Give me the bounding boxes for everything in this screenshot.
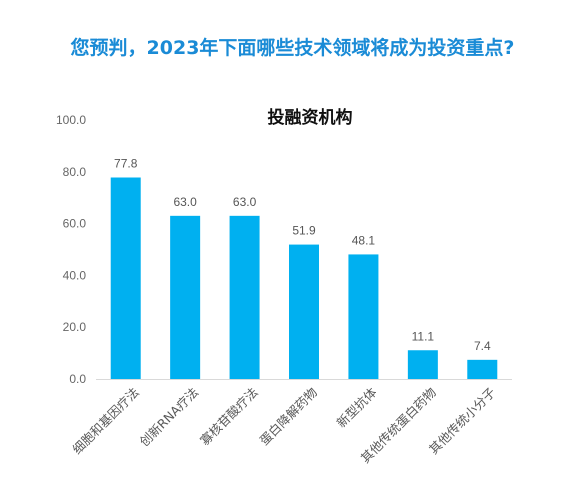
- x-tick-label: 蛋白降解药物: [256, 385, 320, 449]
- page-title: 您预判，2023年下面哪些技术领域将成为投资重点?: [70, 37, 515, 59]
- bars: 77.8 63.0 63.0 51.9 48.1 11.1 7.4: [110, 156, 498, 379]
- data-label: 11.1: [412, 329, 435, 343]
- data-label: 48.1: [352, 233, 376, 247]
- y-tick-label: 60.0: [63, 217, 87, 231]
- x-tick-label: 寡核苷酸疗法: [197, 385, 261, 449]
- data-label: 77.8: [114, 156, 138, 170]
- chart-title: 投融资机构: [267, 108, 353, 128]
- y-tick-label: 40.0: [63, 268, 87, 282]
- bar: [467, 359, 498, 379]
- data-label: 63.0: [173, 195, 197, 209]
- y-axis: 0.0 20.0 40.0 60.0 80.0 100.0: [56, 113, 86, 386]
- bar: [170, 215, 201, 379]
- y-tick-label: 80.0: [63, 165, 87, 179]
- y-tick-label: 20.0: [63, 320, 87, 334]
- bar: [110, 177, 141, 379]
- data-label: 7.4: [474, 339, 491, 353]
- x-tick-label: 创新RNA疗法: [136, 385, 201, 450]
- data-label: 63.0: [233, 195, 257, 209]
- y-tick-label: 100.0: [56, 113, 86, 127]
- data-label: 51.9: [292, 224, 316, 238]
- x-tick-label: 新型抗体: [334, 384, 380, 430]
- bar: [289, 244, 319, 379]
- bar: [229, 215, 260, 379]
- bar: [348, 254, 379, 379]
- y-tick-label: 0.0: [69, 372, 86, 386]
- bar: [407, 350, 438, 379]
- x-tick-label: 细胞和基因疗法: [69, 385, 141, 457]
